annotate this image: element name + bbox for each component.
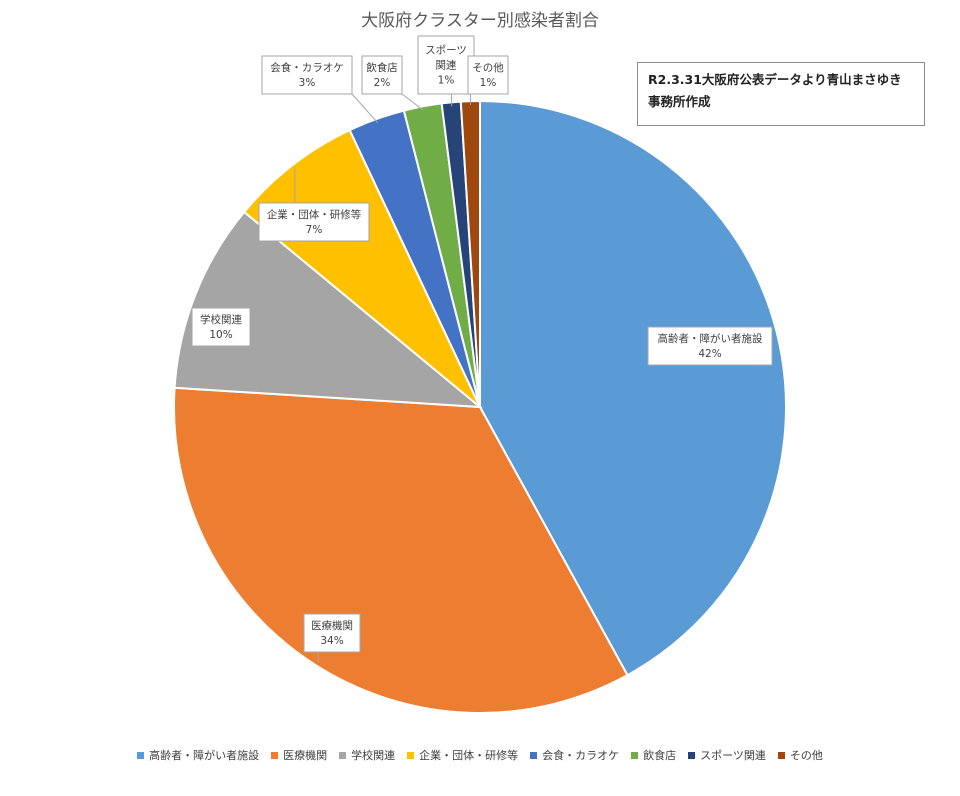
- slice-2: [173, 210, 484, 409]
- legend-label: 高齢者・障がい者施設: [149, 749, 260, 762]
- legend-swatch: [407, 751, 415, 759]
- legend-label: 会食・カラオケ: [542, 749, 620, 762]
- data-label-name: スポーツ: [425, 45, 467, 57]
- data-label-box: [417, 35, 475, 95]
- chart-title: 大阪府クラスター別感染者割合: [361, 11, 599, 31]
- legend-label: 飲食店: [643, 749, 677, 762]
- data-label-box: [261, 55, 353, 95]
- data-label-0: 高齢者・障がい者施設 42%: [647, 326, 773, 366]
- data-label-box: [191, 307, 251, 347]
- data-label-name: 企業・団体・研修等: [267, 208, 362, 221]
- data-label-name: 医療機関: [311, 619, 353, 632]
- data-label-value: 3%: [299, 77, 316, 89]
- slice-0: [479, 99, 787, 677]
- legend-item-6: スポーツ関連: [688, 747, 766, 763]
- chart-legend: 高齢者・障がい者施設 医療機関 学校関連 企業・団体・研修等 会食・カラオケ 飲食店 スポー…: [0, 747, 960, 763]
- legend-label: 学校関連: [351, 749, 396, 762]
- data-label-3: 企業・団体・研修等 7%: [258, 168, 370, 242]
- legend-item-5: 飲食店: [631, 747, 676, 763]
- legend-label: その他: [789, 749, 823, 762]
- legend-swatch: [137, 751, 145, 759]
- legend-swatch: [271, 751, 279, 759]
- data-label-name: 高齢者・障がい者施設: [658, 332, 763, 345]
- data-label-box: [303, 613, 361, 653]
- legend-swatch: [530, 751, 538, 759]
- leader-line: [351, 93, 379, 124]
- data-label-box: [467, 55, 509, 95]
- data-label-value: 1%: [480, 77, 497, 89]
- data-label-value: 10%: [209, 329, 232, 341]
- data-label-4: 会食・カラオケ 3%: [261, 55, 379, 124]
- slice-3: [242, 128, 481, 408]
- legend-item-7: その他: [777, 747, 823, 763]
- data-label-name: 飲食店: [366, 61, 398, 74]
- data-label-1: 医療機関 34%: [303, 613, 361, 662]
- data-label-2: 学校関連 10%: [191, 295, 251, 347]
- labels-group: 高齢者・障がい者施設 42% 医療機関 34% 学校関連 10% 企業・団体・研修等 7% 会食…: [191, 35, 773, 662]
- legend-swatch: [339, 751, 347, 759]
- slices-group: [173, 99, 787, 714]
- legend-item-0: 高齢者・障がい者施設: [137, 747, 259, 763]
- data-label-box: [258, 202, 370, 242]
- data-label-name: 関連: [436, 59, 457, 72]
- data-label-7: その他 1%: [467, 55, 509, 106]
- data-label-box: [361, 55, 403, 95]
- data-label-name: その他: [472, 61, 504, 74]
- legend-swatch: [688, 751, 696, 759]
- data-label-name: 学校関連: [200, 313, 242, 326]
- source-note-line1: R2.3.31大阪府公表データより青山まさゆき: [648, 72, 902, 87]
- legend-label: スポーツ関連: [700, 749, 766, 762]
- legend-item-1: 医療機関: [271, 747, 327, 763]
- data-label-value: 7%: [306, 224, 323, 236]
- slice-1: [173, 386, 629, 714]
- legend-label: 企業・団体・研修等: [419, 749, 519, 762]
- data-label-box: [647, 326, 773, 366]
- data-label-value: 2%: [374, 77, 391, 89]
- legend-item-4: 会食・カラオケ: [530, 747, 619, 763]
- legend-label: 医療機関: [283, 749, 328, 762]
- data-label-6: スポーツ関連 1%: [417, 35, 475, 107]
- legend-swatch: [777, 751, 785, 759]
- data-label-value: 42%: [698, 348, 721, 360]
- source-note-line2: 事務所作成: [648, 94, 711, 109]
- legend-item-2: 学校関連: [339, 747, 395, 763]
- source-note: R2.3.31大阪府公表データより青山まさゆき 事務所作成: [637, 62, 925, 126]
- data-label-value: 34%: [320, 635, 343, 647]
- legend-swatch: [631, 751, 639, 759]
- data-label-name: 会食・カラオケ: [270, 61, 344, 74]
- data-label-5: 飲食店 2%: [361, 55, 424, 111]
- data-label-value: 1%: [438, 75, 455, 87]
- leader-line: [401, 93, 424, 111]
- legend-item-3: 企業・団体・研修等: [407, 747, 518, 763]
